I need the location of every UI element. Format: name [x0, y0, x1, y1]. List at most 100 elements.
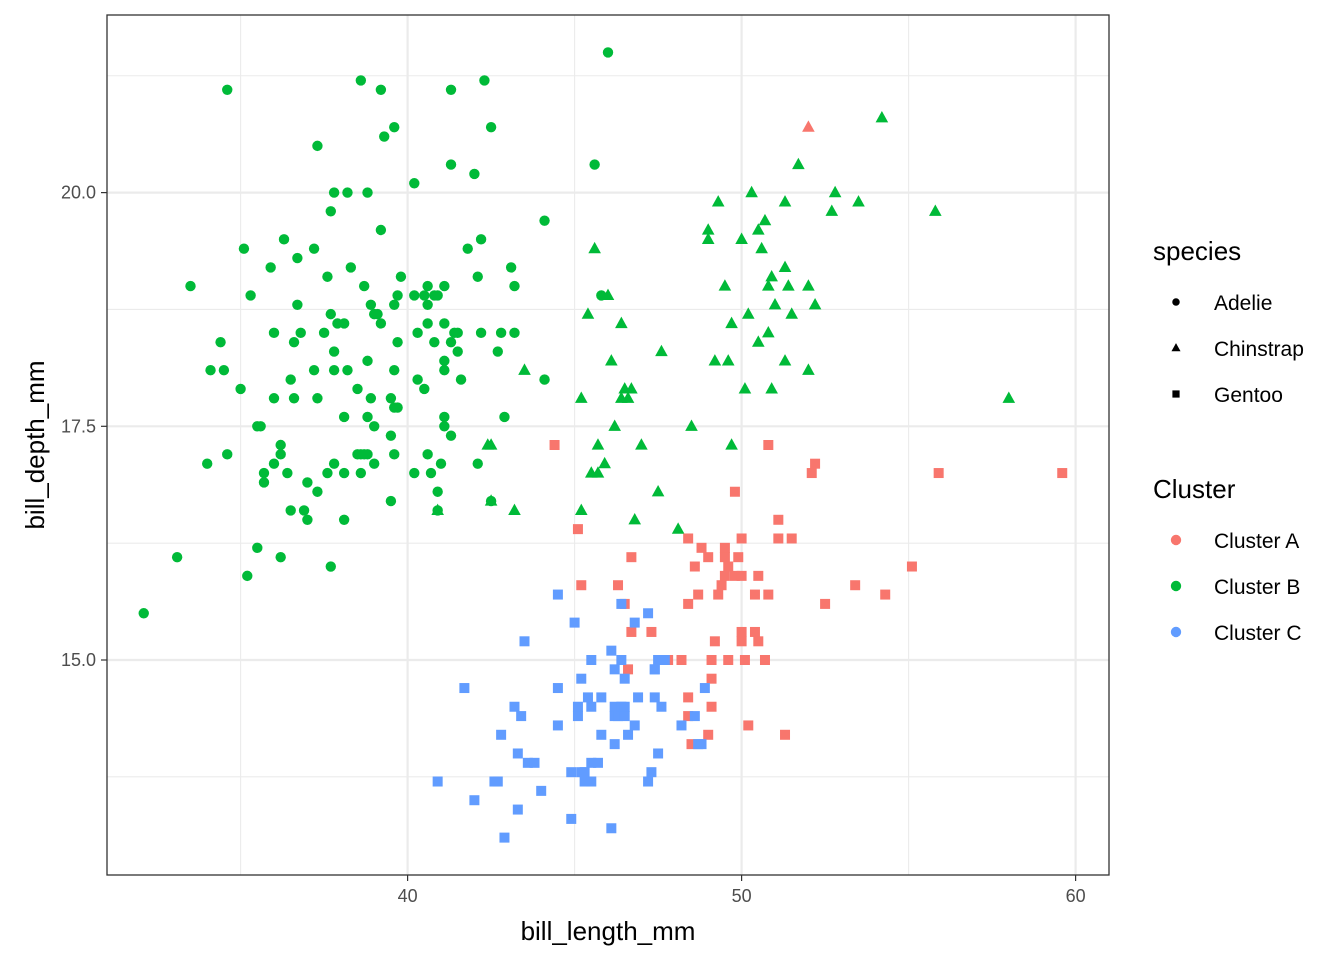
adelie-cluster-b-point — [362, 187, 373, 198]
chinstrap-cluster-b-point — [615, 316, 628, 329]
adelie-cluster-b-point — [395, 271, 407, 282]
gentoo-cluster-a-point — [749, 589, 760, 600]
gentoo-cluster-c-point — [653, 748, 664, 759]
adelie-cluster-b-point — [412, 327, 423, 339]
chinstrap-cluster-b-point — [752, 223, 765, 235]
adelie-cluster-b-point — [445, 84, 457, 95]
gentoo-cluster-c-point — [699, 683, 710, 694]
chinstrap-cluster-b-point — [718, 279, 732, 291]
adelie-cluster-b-point — [409, 178, 420, 189]
chinstrap-cluster-b-point — [621, 391, 635, 403]
legend-cluster: Cluster Cluster A Cluster B Cluster C — [1153, 474, 1302, 645]
adelie-cluster-b-point — [389, 121, 400, 133]
gentoo-cluster-c-point — [579, 767, 590, 778]
chinstrap-cluster-a-point — [802, 120, 815, 132]
gentoo-cluster-c-point — [649, 664, 660, 675]
gentoo-cluster-a-point — [820, 598, 831, 609]
adelie-cluster-b-point — [222, 84, 233, 95]
gentoo-cluster-c-point — [586, 655, 597, 665]
adelie-cluster-b-point — [445, 336, 457, 348]
plot-panel-border — [106, 14, 1110, 876]
adelie-cluster-b-point — [452, 346, 463, 357]
gentoo-cluster-c-point — [459, 683, 470, 694]
adelie-cluster-b-point — [295, 327, 306, 339]
adelie-cluster-b-point — [288, 393, 300, 404]
adelie-cluster-b-point — [322, 271, 333, 282]
chinstrap-cluster-b-point — [825, 204, 839, 216]
gentoo-cluster-a-point — [696, 542, 707, 553]
adelie-cluster-b-point — [292, 299, 303, 310]
gentoo-cluster-a-point — [723, 655, 734, 665]
gentoo-cluster-a-point — [780, 729, 791, 740]
gentoo-cluster-a-point — [613, 580, 624, 591]
adelie-cluster-b-point — [422, 449, 433, 460]
chinstrap-cluster-b-point — [581, 307, 595, 319]
chinstrap-cluster-b-point — [431, 503, 444, 516]
adelie-cluster-b-point — [479, 75, 490, 86]
adelie-cluster-b-point — [285, 374, 296, 385]
chinstrap-cluster-b-point — [655, 344, 668, 357]
adelie-cluster-b-point — [369, 458, 380, 469]
gentoo-cluster-a-point — [743, 720, 754, 731]
adelie-cluster-b-point — [455, 374, 467, 385]
gentoo-cluster-c-point — [659, 655, 670, 665]
gentoo-cluster-a-point — [806, 468, 817, 479]
gentoo-cluster-a-point — [763, 589, 774, 600]
gentoo-cluster-c-point — [646, 767, 657, 778]
adelie-cluster-b-point — [275, 551, 286, 563]
chinstrap-cluster-b-point — [768, 297, 782, 310]
gentoo-cluster-a-point — [706, 655, 717, 665]
adelie-cluster-b-point — [389, 449, 400, 460]
gentoo-cluster-a-point — [729, 570, 740, 581]
adelie-cluster-b-point — [288, 336, 300, 348]
adelie-cluster-b-point — [282, 467, 293, 479]
adelie-cluster-b-point — [365, 299, 377, 310]
gentoo-cluster-c-point — [649, 692, 660, 703]
adelie-cluster-b-point — [345, 262, 357, 273]
adelie-cluster-b-point — [205, 365, 216, 376]
gentoo-cluster-c-point — [643, 776, 654, 787]
adelie-cluster-b-point — [589, 159, 600, 170]
adelie-cluster-b-point — [355, 467, 367, 479]
chinstrap-cluster-b-point — [1002, 391, 1016, 403]
gentoo-cluster-a-point — [810, 458, 821, 469]
gentoo-cluster-c-point — [579, 776, 590, 787]
gentoo-cluster-a-point — [706, 673, 717, 684]
gentoo-cluster-c-point — [596, 729, 607, 740]
x-tick-label-1: 50 — [732, 886, 752, 906]
adelie-cluster-b-point — [422, 280, 433, 292]
gentoo-cluster-a-point — [626, 552, 637, 563]
adelie-cluster-b-point — [499, 411, 510, 423]
gentoo-cluster-a-point — [880, 589, 891, 600]
chinstrap-cluster-b-point — [765, 382, 778, 394]
gentoo-cluster-c-point — [653, 655, 664, 665]
gentoo-cluster-a-point — [773, 533, 784, 544]
gentoo-cluster-a-point — [736, 626, 747, 637]
gentoo-cluster-c-point — [536, 785, 547, 796]
adelie-cluster-b-point — [318, 327, 330, 339]
gentoo-cluster-a-point — [703, 729, 714, 740]
adelie-cluster-b-point — [171, 551, 183, 563]
adelie-cluster-b-point — [308, 243, 320, 254]
gentoo-cluster-c-point — [586, 701, 597, 712]
adelie-cluster-b-point — [439, 280, 450, 292]
adelie-cluster-b-point — [255, 421, 266, 432]
adelie-cluster-b-point — [265, 262, 276, 273]
adelie-cluster-b-point — [328, 458, 340, 469]
adelie-cluster-b-point — [338, 318, 350, 329]
legend-species: species Adelie Chinstrap Gentoo — [1153, 236, 1304, 407]
adelie-cluster-b-point — [492, 346, 503, 357]
legend-cluster-key-cluster-a — [1170, 534, 1182, 546]
gentoo-cluster-c-point — [623, 729, 634, 740]
chinstrap-cluster-b-point — [758, 213, 772, 226]
chinstrap-cluster-b-point — [752, 335, 765, 347]
gentoo-cluster-a-point — [753, 570, 764, 581]
gentoo-cluster-c-point — [432, 776, 443, 787]
adelie-cluster-b-point — [435, 458, 447, 469]
adelie-cluster-b-point — [312, 486, 323, 497]
adelie-cluster-b-point — [278, 234, 290, 245]
chinstrap-cluster-b-point — [738, 382, 752, 394]
adelie-cluster-b-point — [138, 608, 149, 619]
adelie-cluster-b-point — [238, 243, 250, 254]
